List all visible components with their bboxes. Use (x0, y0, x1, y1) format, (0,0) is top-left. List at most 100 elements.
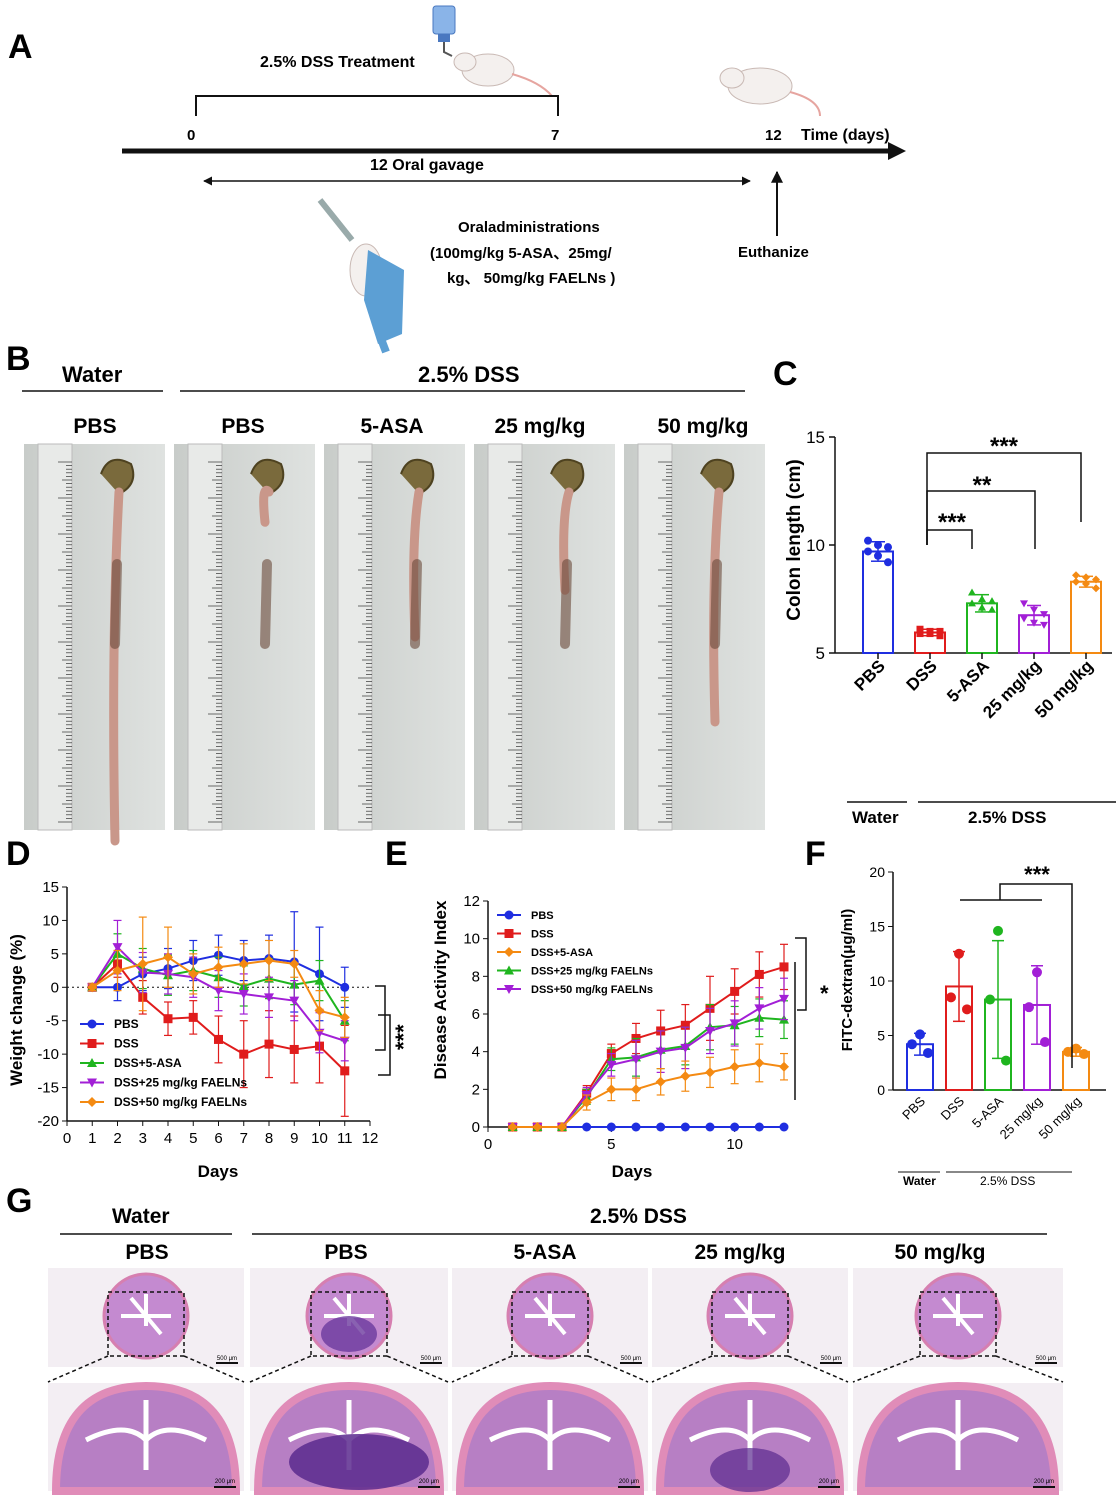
water-bottle-icon (432, 5, 456, 57)
f-point (1024, 1002, 1034, 1013)
f-sig-bracket (999, 883, 1073, 1068)
ruler (37, 443, 73, 831)
e-xlabel: Days (612, 1162, 653, 1181)
point (239, 1049, 249, 1059)
c-point (968, 588, 976, 596)
panel-f: F FITC-dextran(μg/ml) 0 5 10 15 20 PBS DSS 5-AS… (805, 835, 1106, 1188)
c-xtick-label: 5-ASA (943, 656, 993, 706)
point (340, 1066, 350, 1076)
point (656, 1122, 666, 1132)
f-point (946, 992, 956, 1003)
c-point (1020, 615, 1028, 623)
c-point (1092, 584, 1100, 593)
f-ytick-label: 20 (869, 864, 885, 880)
c-point (988, 605, 996, 613)
ruler (637, 443, 673, 831)
e-sig-bracket (795, 937, 807, 1011)
c-xtick-label: DSS (903, 656, 941, 694)
f-point (1063, 1046, 1073, 1057)
ytick-label: 10 (42, 912, 59, 929)
tick-label-0: 0 (187, 127, 195, 144)
point (163, 952, 173, 963)
c-point (1030, 606, 1038, 614)
c-dss-label: 2.5% DSS (968, 808, 1046, 827)
point (314, 975, 325, 985)
legend-label: DSS+25 mg/kg FAELNs (531, 966, 653, 978)
ytick-label: 15 (42, 879, 59, 896)
b-group-label: 25 mg/kg (494, 415, 585, 438)
scale-label: 500 μm (1036, 1356, 1056, 1362)
f-point (907, 1039, 917, 1050)
lumen (725, 1294, 775, 1336)
point (87, 1078, 97, 1088)
scale-label: 500 μm (217, 1356, 237, 1362)
d-ylabel: Weight change (%) (7, 934, 26, 1086)
point (213, 986, 224, 996)
point (631, 1055, 641, 1065)
xtick-label: 10 (726, 1136, 743, 1153)
point (504, 985, 514, 994)
point (680, 1020, 690, 1030)
feces (260, 559, 272, 649)
point (163, 1014, 173, 1024)
point (754, 1122, 764, 1132)
point (87, 1039, 97, 1048)
legend-label: DSS+25 mg/kg FAELNs (114, 1076, 247, 1090)
xtick-label: 3 (139, 1130, 147, 1147)
ytick-label: 10 (463, 931, 480, 948)
f-xtick-label: PBS (899, 1093, 928, 1122)
g-group-label: PBS (125, 1241, 168, 1264)
c-point (1020, 600, 1028, 608)
colon-photo (474, 443, 615, 831)
ytick-label: -10 (37, 1046, 59, 1063)
f-ytick-label: 5 (877, 1028, 885, 1044)
c-ytick-label: 10 (806, 536, 825, 555)
scale-label: 200 μm (215, 1479, 235, 1485)
scale-label: 200 μm (819, 1479, 839, 1485)
legend-label: DSS+50 mg/kg FAELNs (531, 984, 653, 996)
ruler (487, 443, 523, 831)
oral-admin-line3: kg、 50mg/kg FAELNs ) (447, 270, 615, 287)
c-point (936, 627, 944, 635)
legend-label: PBS (531, 910, 554, 922)
ytick-label: -15 (37, 1080, 59, 1097)
c-point (864, 547, 872, 556)
zoom-lumen (488, 1400, 612, 1470)
g-group-label: 50 mg/kg (894, 1241, 985, 1264)
xtick-label: 5 (607, 1136, 615, 1153)
xtick-label: 1 (88, 1130, 96, 1147)
ytick-label: 2 (472, 1081, 480, 1098)
f-ytick-label: 0 (877, 1082, 885, 1098)
f-xtick-label: 5-ASA (969, 1093, 1006, 1130)
point (754, 1057, 765, 1068)
point (779, 1061, 789, 1072)
treatment-bracket (195, 95, 559, 116)
tick-label-7: 7 (551, 127, 559, 144)
point (705, 1067, 715, 1078)
series-line (512, 997, 785, 1128)
point (680, 1071, 691, 1082)
c-point (968, 599, 976, 607)
lumen (525, 1294, 575, 1336)
panel-label-c: C (773, 355, 798, 393)
ytick-label: 8 (472, 968, 480, 985)
c-point (884, 558, 892, 567)
histology-section: 500 μm (853, 1268, 1063, 1367)
point (137, 958, 148, 969)
zoom-lumen (84, 1400, 208, 1470)
ruler (187, 443, 223, 831)
feces (710, 559, 722, 649)
zoom-line (183, 1355, 245, 1383)
b-group-label: PBS (73, 415, 116, 438)
oral-admin-line1: Oraladministrations (458, 219, 600, 236)
point (581, 1097, 592, 1108)
point (289, 996, 300, 1006)
point (87, 1097, 97, 1107)
b-group-label: 50 mg/kg (657, 415, 748, 438)
point (504, 965, 514, 975)
point (87, 1058, 97, 1067)
legend-label: DSS+5-ASA (114, 1056, 182, 1070)
scale-label: 200 μm (419, 1479, 439, 1485)
c-point (926, 630, 934, 638)
c-point (916, 630, 924, 638)
